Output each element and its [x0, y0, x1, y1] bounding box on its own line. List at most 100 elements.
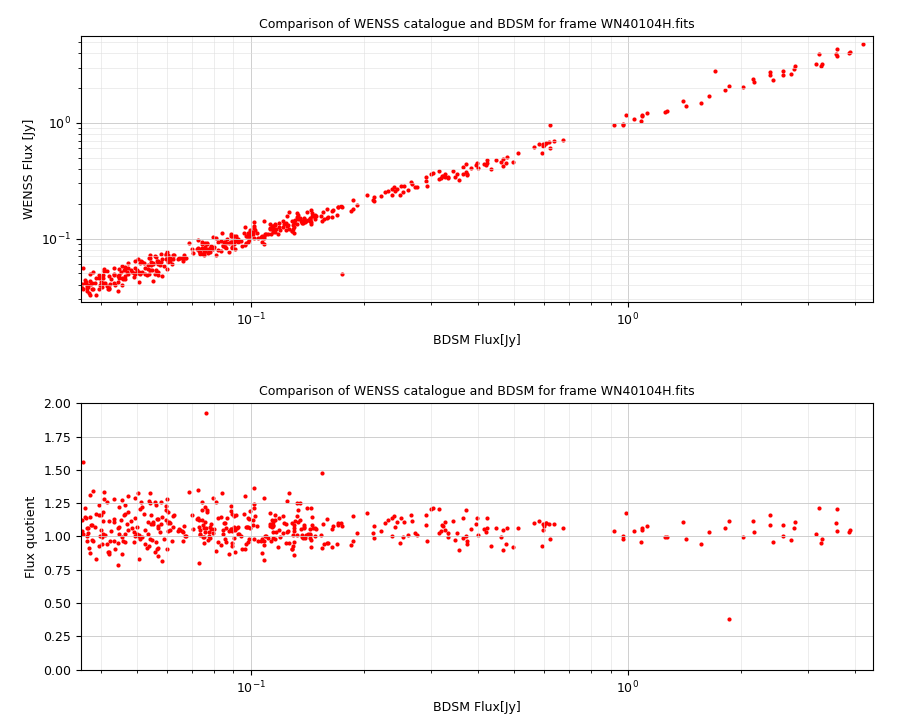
Point	[745, 516, 760, 527]
Point	[200, 237, 214, 248]
Point	[717, 84, 732, 96]
Point	[374, 191, 389, 202]
Point	[116, 274, 130, 285]
Point	[264, 228, 278, 240]
Point	[266, 227, 281, 238]
Point	[276, 518, 291, 529]
Point	[675, 95, 689, 107]
Point	[159, 543, 174, 554]
Point	[287, 549, 302, 561]
Point	[214, 228, 229, 239]
Point	[226, 235, 240, 246]
Point	[92, 272, 106, 284]
Point	[128, 530, 142, 541]
Point	[133, 257, 148, 269]
Point	[130, 266, 145, 278]
Point	[192, 515, 206, 526]
Point	[292, 514, 307, 526]
Point	[702, 90, 716, 102]
Point	[112, 501, 127, 513]
Point	[224, 236, 238, 248]
Point	[536, 540, 550, 552]
Point	[140, 528, 155, 540]
Point	[281, 526, 295, 537]
Point	[344, 205, 358, 217]
Point	[360, 189, 374, 200]
Point	[404, 178, 419, 189]
Point	[634, 109, 649, 121]
Point	[101, 546, 115, 558]
Point	[225, 242, 239, 253]
Point	[122, 507, 136, 518]
Point	[707, 66, 722, 77]
Point	[200, 505, 214, 516]
Point	[121, 257, 135, 269]
Point	[176, 252, 190, 264]
Point	[155, 271, 169, 282]
Point	[290, 207, 304, 219]
Point	[206, 243, 220, 255]
Point	[325, 523, 339, 535]
Point	[198, 245, 212, 256]
Point	[139, 268, 153, 279]
Point	[480, 522, 494, 534]
Point	[763, 520, 778, 531]
Point	[288, 214, 302, 225]
Point	[302, 529, 317, 541]
Point	[211, 236, 225, 248]
Point	[239, 539, 254, 550]
Point	[196, 243, 211, 255]
Point	[300, 529, 314, 541]
Point	[434, 526, 448, 537]
Y-axis label: WENSS Flux [Jy]: WENSS Flux [Jy]	[22, 119, 36, 220]
Point	[253, 232, 267, 243]
Point	[106, 536, 121, 547]
Point	[233, 530, 248, 541]
Point	[163, 517, 177, 528]
Point	[326, 521, 340, 532]
Point	[499, 157, 513, 168]
Point	[133, 255, 148, 266]
Point	[75, 526, 89, 537]
Point	[273, 512, 287, 523]
Point	[216, 528, 230, 540]
Point	[283, 207, 297, 218]
Point	[722, 613, 736, 625]
Point	[195, 505, 210, 516]
Point	[464, 523, 478, 535]
Point	[96, 273, 111, 284]
Y-axis label: Flux quotient: Flux quotient	[24, 495, 38, 577]
Point	[127, 271, 141, 282]
Point	[94, 539, 109, 550]
Point	[231, 528, 246, 539]
Point	[300, 215, 314, 227]
Point	[257, 230, 272, 242]
Point	[130, 487, 145, 499]
Point	[308, 531, 322, 542]
Point	[702, 526, 716, 538]
Point	[144, 518, 158, 530]
Point	[238, 543, 252, 554]
Point	[536, 147, 550, 158]
Point	[427, 503, 441, 514]
Point	[788, 516, 803, 528]
Point	[108, 543, 122, 554]
Point	[202, 242, 217, 253]
Point	[145, 264, 159, 276]
Point	[202, 243, 217, 255]
Point	[178, 530, 193, 541]
Point	[154, 518, 168, 530]
Point	[459, 538, 473, 549]
Point	[106, 276, 121, 288]
Point	[192, 557, 206, 569]
Point	[121, 268, 135, 279]
Point	[111, 559, 125, 571]
Point	[320, 537, 335, 549]
Point	[230, 522, 245, 534]
Point	[135, 531, 149, 543]
Point	[143, 265, 157, 276]
Point	[224, 237, 238, 248]
Point	[257, 232, 272, 243]
Point	[480, 157, 494, 168]
Point	[75, 514, 89, 526]
